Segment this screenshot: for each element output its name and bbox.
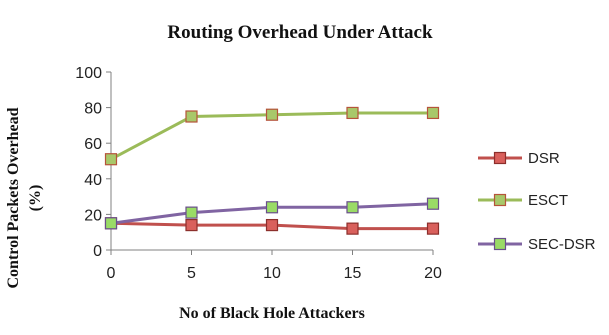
legend-label: ESCT bbox=[528, 192, 568, 209]
legend: DSR ESCT SEC-DSR bbox=[478, 150, 596, 253]
data-point-esct bbox=[265, 108, 279, 121]
series-esct bbox=[104, 106, 440, 166]
legend-marker bbox=[493, 237, 507, 251]
legend-item-sec-dsr: SEC-DSR bbox=[478, 236, 596, 253]
legend-label: DSR bbox=[528, 150, 560, 167]
series-sec-dsr bbox=[104, 197, 440, 230]
y-tick-label: 40 bbox=[84, 172, 102, 189]
y-tick-label: 20 bbox=[84, 207, 102, 224]
data-point-sec-dsr bbox=[346, 201, 359, 214]
legend-label: SEC-DSR bbox=[528, 236, 596, 253]
x-tick-label: 0 bbox=[107, 265, 116, 282]
data-point-esct bbox=[185, 110, 198, 123]
y-tick-label: 100 bbox=[75, 65, 102, 82]
y-axis-label: Control Packets Overhead (%) bbox=[5, 107, 44, 288]
data-point-esct bbox=[104, 153, 118, 166]
series-dsr bbox=[104, 217, 440, 235]
series-layer bbox=[104, 106, 440, 235]
legend-item-esct: ESCT bbox=[478, 192, 568, 209]
data-point-dsr bbox=[346, 222, 359, 235]
data-point-esct bbox=[346, 106, 359, 120]
y-tick-label: 60 bbox=[84, 136, 102, 153]
y-tick-label: 0 bbox=[93, 243, 102, 260]
y-axis-label-line2: (%) bbox=[27, 185, 44, 212]
y-axis-label-line1: Control Packets Overhead bbox=[5, 107, 22, 288]
x-tick-label: 15 bbox=[344, 265, 362, 282]
legend-item-dsr: DSR bbox=[478, 150, 560, 167]
data-point-dsr bbox=[426, 222, 440, 235]
data-point-dsr bbox=[185, 218, 198, 232]
x-tick-label: 20 bbox=[424, 265, 442, 282]
x-ticks: 0 5 10 15 20 bbox=[107, 250, 442, 282]
data-point-sec-dsr bbox=[104, 217, 118, 230]
y-ticks: 0 20 40 60 80 100 bbox=[75, 65, 111, 260]
data-point-sec-dsr bbox=[265, 201, 279, 214]
data-point-esct bbox=[426, 106, 440, 120]
legend-marker bbox=[493, 151, 507, 165]
chart-title: Routing Overhead Under Attack bbox=[167, 22, 433, 43]
x-axis-label: No of Black Hole Attackers bbox=[179, 305, 365, 322]
x-tick-label: 10 bbox=[263, 265, 281, 282]
data-point-sec-dsr bbox=[185, 206, 198, 219]
y-tick-label: 80 bbox=[84, 101, 102, 118]
data-point-dsr bbox=[265, 218, 279, 232]
data-point-sec-dsr bbox=[426, 197, 440, 210]
legend-marker bbox=[493, 193, 507, 207]
x-tick-label: 5 bbox=[187, 265, 196, 282]
